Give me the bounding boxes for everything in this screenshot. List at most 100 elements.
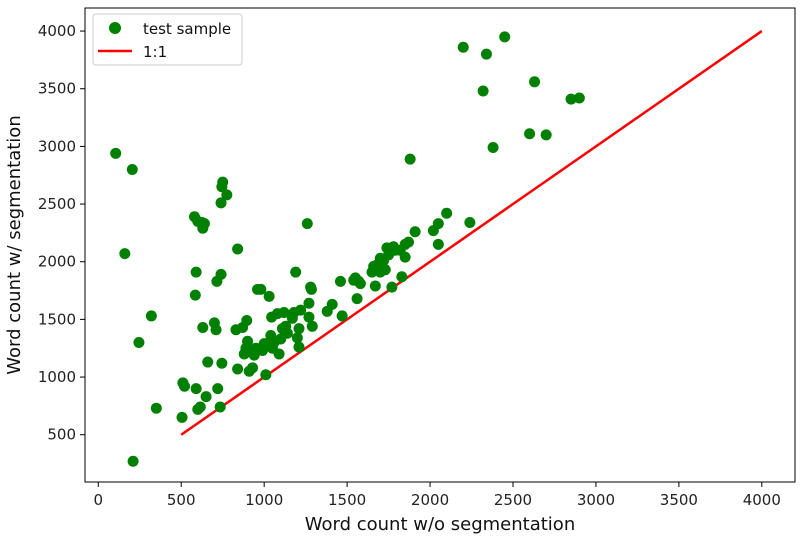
data-point (354, 278, 366, 290)
data-point (336, 310, 348, 322)
data-point (176, 411, 188, 423)
data-point (432, 218, 444, 230)
data-point (573, 92, 585, 104)
data-point (145, 310, 157, 322)
data-point (214, 401, 226, 413)
data-point (200, 391, 212, 403)
x-axis-label: Word count w/o segmentation (305, 514, 575, 535)
legend: test sample 1:1 (92, 13, 243, 66)
data-point (202, 356, 214, 368)
data-point (263, 290, 275, 302)
data-point (457, 41, 469, 53)
data-point (217, 176, 229, 188)
data-point (409, 226, 421, 238)
data-point (432, 238, 444, 250)
data-point (278, 306, 290, 318)
data-point (303, 311, 315, 323)
y-tick-label: 3500 (38, 80, 76, 98)
legend-label-one-to-one: 1:1 (143, 43, 167, 61)
data-point (179, 380, 191, 392)
data-point (215, 197, 227, 209)
legend-label-test-sample: test sample (143, 20, 231, 38)
data-point (291, 332, 303, 344)
data-point (260, 369, 272, 381)
data-point (326, 298, 338, 310)
data-point (133, 336, 145, 348)
axes: 0 500 1000 1500 2000 2500 3000 3500 4000 500 1000 1… (38, 7, 796, 509)
data-point (290, 266, 302, 278)
data-point (369, 280, 381, 292)
y-axis-label: Word count w/ segmentation (4, 115, 25, 374)
data-point (247, 362, 259, 374)
y-tick-label: 500 (47, 426, 76, 444)
data-point (110, 147, 122, 159)
x-tick-label: 500 (167, 491, 196, 509)
data-point (524, 128, 536, 140)
data-point (150, 402, 162, 414)
x-tick-label: 2500 (494, 491, 532, 509)
data-point (306, 320, 318, 332)
x-tick-label: 3000 (577, 491, 615, 509)
data-point (197, 321, 209, 333)
data-point (293, 341, 305, 353)
data-point (232, 363, 244, 375)
data-point (126, 163, 138, 175)
data-point (441, 207, 453, 219)
y-tick-label: 4000 (38, 22, 76, 40)
data-point (477, 85, 489, 97)
x-tick-label: 0 (93, 491, 103, 509)
data-point (464, 217, 476, 229)
data-point (305, 283, 317, 295)
y-tick-label: 1000 (38, 368, 76, 386)
y-tick-label: 1500 (38, 310, 76, 328)
data-point (190, 383, 202, 395)
data-point (540, 129, 552, 141)
data-point (119, 248, 131, 260)
data-point (194, 401, 206, 413)
data-point (232, 243, 244, 255)
data-point (189, 289, 201, 301)
data-point (386, 281, 398, 293)
data-point (293, 323, 305, 335)
x-tick-label: 3500 (660, 491, 698, 509)
data-point (242, 335, 254, 347)
data-point (404, 153, 416, 165)
data-point (241, 315, 253, 327)
data-point (487, 142, 499, 154)
data-point (216, 357, 228, 369)
data-point (396, 271, 408, 283)
data-point (499, 31, 511, 43)
one-to-one-line (180, 30, 763, 436)
data-point (221, 189, 233, 201)
data-point (281, 327, 293, 339)
data-point (480, 48, 492, 60)
data-point (402, 236, 414, 248)
y-tick-label: 3000 (38, 137, 76, 155)
x-tick-label: 1500 (328, 491, 366, 509)
plot-frame (84, 7, 796, 483)
data-point (334, 275, 346, 287)
y-tick-label: 2000 (38, 253, 76, 271)
x-tick-label: 4000 (743, 491, 781, 509)
data-point (273, 348, 285, 360)
data-point (379, 264, 391, 276)
data-point (127, 455, 139, 467)
data-point (190, 266, 202, 278)
data-point (351, 293, 363, 305)
data-point (303, 297, 315, 309)
data-point (295, 304, 307, 316)
legend-scatter-marker (109, 22, 121, 34)
x-tick-label: 2000 (411, 491, 449, 509)
plot-area (110, 30, 763, 467)
data-point (399, 251, 411, 263)
data-point (215, 268, 227, 280)
data-point (529, 76, 541, 88)
data-point (565, 93, 577, 105)
data-point (197, 222, 209, 234)
x-tick-label: 1000 (245, 491, 283, 509)
data-point (212, 383, 224, 395)
data-point (210, 324, 222, 336)
y-tick-label: 2500 (38, 195, 76, 213)
data-point (258, 338, 270, 350)
